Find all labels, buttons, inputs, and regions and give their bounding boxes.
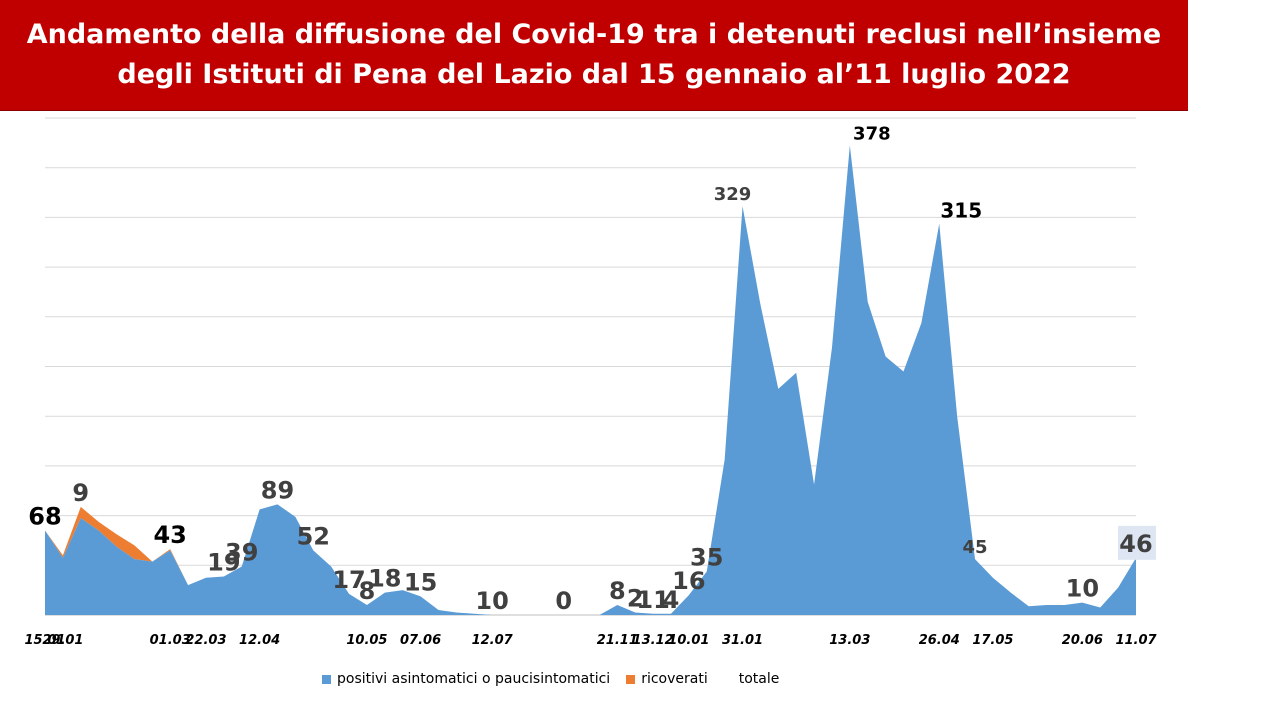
x-tick-label: 13.03	[829, 633, 870, 648]
legend-label-positivi: positivi asintomatici o paucisintomatici	[337, 671, 611, 687]
data-label: 16	[672, 567, 705, 595]
x-tick-label: 10.05	[346, 633, 387, 648]
data-label: 378	[853, 123, 891, 144]
x-tick-label: 22.03	[185, 633, 226, 648]
data-label: 19	[207, 548, 240, 576]
chart-title: Andamento della diffusione del Covid-19 …	[26, 19, 1162, 90]
data-label: 45	[963, 537, 988, 558]
data-label: 4	[663, 586, 680, 614]
data-label: 43	[153, 521, 186, 549]
x-tick-label: 13.12	[633, 633, 674, 648]
data-label: 17	[332, 566, 365, 594]
data-label: 35	[690, 544, 723, 572]
legend-item-ricoverati: ricoverati	[626, 671, 708, 687]
data-label: 0	[555, 587, 572, 615]
title-banner: Andamento della diffusione del Covid-19 …	[0, 0, 1188, 111]
x-tick-label: 12.04	[239, 633, 280, 648]
data-label: 8	[609, 577, 626, 605]
data-label: 68	[28, 503, 61, 531]
legend: positivi asintomatici o paucisintomatici…	[322, 669, 795, 689]
x-tick-label: 26.04	[919, 633, 960, 648]
data-label-highlight	[1118, 525, 1156, 560]
data-label: 39	[225, 539, 258, 567]
data-label: 15	[404, 568, 437, 596]
gridlines	[45, 117, 1136, 616]
legend-item-positivi: positivi asintomatici o paucisintomatici	[322, 671, 610, 687]
series-area-positivi	[45, 145, 1136, 615]
data-label: 52	[297, 522, 330, 550]
x-tick-label: 11.07	[1115, 633, 1157, 648]
data-label: 10	[475, 587, 508, 615]
legend-swatch-positivi	[322, 674, 331, 684]
x-tick-label: 01.03	[150, 633, 191, 648]
data-label: 11	[636, 586, 669, 614]
data-label: 8	[359, 577, 376, 605]
legend-swatch-ricoverati	[626, 674, 636, 684]
x-tick-label: 15.01	[24, 633, 65, 648]
legend-swatch-totale	[724, 675, 733, 684]
data-label: 9	[72, 479, 89, 507]
x-tick-label: 29.01	[42, 633, 83, 648]
data-label: 329	[714, 184, 752, 205]
series-areas	[45, 145, 1136, 615]
x-tick-label: 17.05	[972, 633, 1013, 648]
legend-label-totale: totale	[738, 671, 780, 687]
x-tick-label: 21.11	[597, 633, 638, 648]
data-label: 315	[940, 199, 982, 223]
data-label: 46	[1119, 530, 1152, 558]
data-label: 89	[261, 476, 294, 504]
legend-item-totale: totale	[724, 671, 780, 687]
x-tick-label: 20.06	[1062, 633, 1103, 648]
data-label: 10	[1066, 575, 1099, 603]
x-tick-label: 07.06	[400, 633, 441, 648]
x-tick-label: 31.01	[722, 633, 763, 648]
x-tick-label: 10.01	[668, 633, 709, 648]
legend-label-ricoverati: ricoverati	[641, 671, 708, 687]
x-tick-label: 12.07	[472, 633, 514, 648]
data-label: 2	[627, 585, 644, 613]
data-label: 18	[368, 565, 401, 593]
